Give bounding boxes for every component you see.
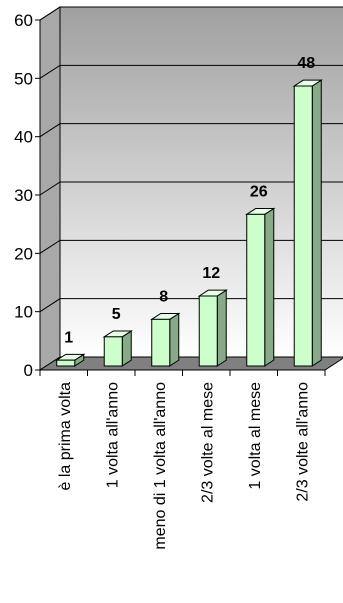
data-label: 48 bbox=[297, 55, 315, 72]
bar bbox=[151, 318, 171, 367]
bar bbox=[103, 336, 123, 367]
gridline bbox=[39, 6, 343, 21]
y-tick-label: 30 bbox=[14, 186, 33, 205]
category-label: è la prima volta bbox=[57, 382, 74, 491]
category-label: 2/3 volte al mese bbox=[199, 382, 216, 503]
gridline bbox=[39, 181, 343, 196]
data-label: 12 bbox=[202, 265, 220, 282]
data-label: 1 bbox=[64, 329, 73, 346]
data-label: 26 bbox=[250, 183, 268, 200]
y-tick-label: 0 bbox=[24, 361, 33, 380]
bar-side bbox=[311, 79, 322, 367]
y-tick-label: 40 bbox=[14, 128, 33, 147]
y-tick-label: 20 bbox=[14, 244, 33, 263]
data-label: 5 bbox=[112, 306, 121, 323]
category-label: 2/3 volte all'anno bbox=[294, 382, 311, 502]
gridline bbox=[39, 64, 343, 79]
gridline bbox=[39, 123, 343, 138]
y-tick-label: 60 bbox=[14, 11, 33, 30]
bar bbox=[246, 213, 266, 367]
bar bbox=[293, 85, 313, 367]
bar bbox=[56, 359, 76, 367]
y-tick-label: 50 bbox=[14, 69, 33, 88]
bar-side bbox=[216, 289, 227, 367]
category-label: 1 volta al mese bbox=[247, 382, 264, 490]
bar-side bbox=[264, 207, 275, 367]
category-label: meno di 1 volta all'anno bbox=[152, 382, 169, 550]
bar bbox=[198, 295, 218, 367]
bar-side bbox=[169, 312, 180, 367]
data-label: 8 bbox=[159, 288, 168, 305]
category-label: 1 volta all'anno bbox=[104, 382, 121, 488]
y-tick-label: 10 bbox=[14, 303, 33, 322]
